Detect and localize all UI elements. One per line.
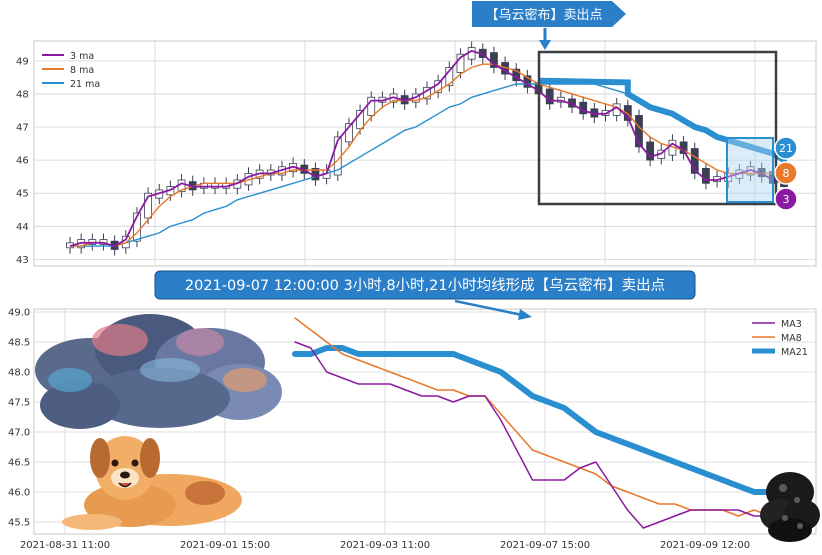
bottom-ytick-3: 47.5 [8, 398, 30, 409]
candle-body-56 [690, 148, 699, 174]
caption-callout: 2021-09-07 12:00:00 3小时,8小时,21小时均线形成【乌云密… [154, 270, 696, 320]
legend-21ma-label: 21 ma [70, 79, 100, 90]
top-plot-area [33, 40, 817, 267]
dark-cloud-icon [760, 472, 820, 542]
top-ma-lines [69, 49, 787, 248]
badge-8-label: 8 [783, 167, 790, 180]
dog-icon [62, 436, 242, 530]
candle-body-36 [467, 47, 476, 60]
bottom-ytick-7: 45.5 [8, 518, 30, 529]
legend-3ma-label: 3 ma [70, 51, 94, 62]
top-ytick-0: 43 [16, 255, 29, 266]
top-ytick-4: 47 [16, 123, 29, 134]
candle-body-34 [445, 67, 454, 87]
bottom-panel: 49.0 48.5 48.0 47.5 47.0 46.5 46.0 45.5 2021-08… [8, 308, 820, 551]
caption-box [154, 270, 696, 300]
bottom-line-ma21 [292, 345, 773, 495]
legend-8ma-label: 8 ma [70, 65, 94, 76]
candle-body-6 [133, 212, 141, 242]
banner-arrow-head [539, 40, 551, 50]
bottom-line-ma3 [294, 341, 771, 529]
highlight-inner-box [726, 137, 774, 203]
bottom-ytick-2: 48.0 [8, 368, 30, 379]
highlight-box [537, 50, 778, 206]
top-banner-shape [472, 1, 626, 27]
legend-ma21-label: MA21 [781, 347, 808, 358]
badge-3: 3 [774, 187, 798, 211]
bottom-xtick-0: 2021-08-31 11:00 [20, 540, 110, 551]
bottom-xtick-3: 2021-09-07 15:00 [500, 540, 590, 551]
top-line-ma8 [70, 63, 785, 247]
bottom-x-ticks: 2021-08-31 11:00 2021-09-01 15:00 2021-09-… [20, 540, 750, 551]
bottom-legend: MA3 MA8 MA21 [752, 319, 808, 358]
caption-arrow-line [454, 299, 523, 317]
bottom-ytick-1: 48.5 [8, 338, 30, 349]
bottom-ma-lines [292, 317, 773, 529]
top-ytick-1: 44 [16, 222, 29, 233]
bottom-xtick-2: 2021-09-03 11:00 [340, 540, 430, 551]
top-line-ma21-highlight [538, 77, 787, 164]
legend-ma8-label: MA8 [781, 333, 802, 344]
badge-3-label: 3 [783, 193, 790, 206]
bottom-y-ticks: 49.0 48.5 48.0 47.5 47.0 46.5 46.0 45.5 [8, 308, 30, 529]
caption-arrow-head [518, 309, 532, 320]
candle-body-27 [367, 96, 376, 116]
legend-ma3-label: MA3 [781, 319, 802, 330]
top-ytick-2: 45 [16, 189, 29, 200]
candle-body-57 [702, 167, 710, 184]
badge-21: 21 [774, 136, 798, 160]
top-panel: 43 44 45 46 47 48 49 3 ma 8 ma 21 ma 21 8 3 [16, 1, 817, 267]
badge-21-label: 21 [779, 142, 793, 155]
candle-body-43 [545, 88, 554, 105]
candle-body-7 [144, 192, 152, 219]
candle-body-51 [635, 115, 643, 148]
bottom-xtick-1: 2021-09-01 15:00 [180, 540, 270, 551]
candle-body-26 [356, 110, 364, 130]
top-ytick-5: 48 [16, 89, 29, 100]
badge-8: 8 [774, 161, 798, 185]
candle-body-35 [456, 53, 465, 73]
top-ytick-3: 46 [16, 156, 29, 167]
storm-cloud-icon [35, 314, 282, 429]
top-banner: 【乌云密布】卖出点 [472, 1, 626, 50]
caption-text: 2021-09-07 12:00:00 3小时,8小时,21小时均线形成【乌云密… [185, 277, 665, 294]
bottom-ytick-5: 46.5 [8, 458, 30, 469]
top-y-ticks: 43 44 45 46 47 48 49 [16, 56, 29, 266]
candle-body-52 [646, 141, 655, 161]
bottom-ytick-6: 46.0 [8, 488, 30, 499]
top-ytick-6: 49 [16, 56, 29, 67]
top-line-ma3 [69, 49, 785, 248]
bottom-ytick-0: 49.0 [8, 308, 30, 319]
bottom-ytick-4: 47.0 [8, 428, 30, 439]
top-legend: 3 ma 8 ma 21 ma [42, 51, 100, 90]
bottom-xtick-4: 2021-09-09 12:00 [660, 540, 750, 551]
top-banner-text: 【乌云密布】卖出点 [485, 7, 602, 23]
candle-body-25 [345, 123, 353, 143]
